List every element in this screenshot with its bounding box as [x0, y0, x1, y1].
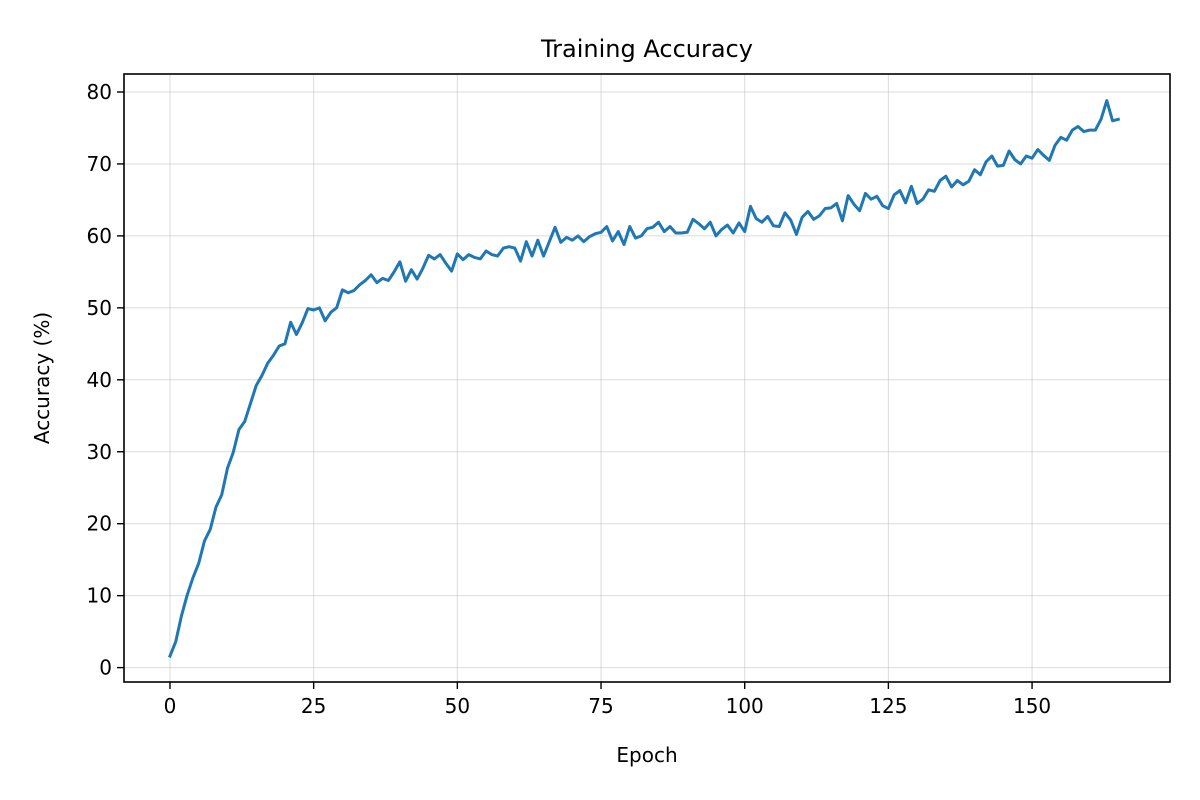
x-tick-label: 75 — [588, 694, 613, 718]
y-tick-label: 50 — [87, 296, 112, 320]
x-tick-label: 150 — [1013, 694, 1051, 718]
x-tick-label: 25 — [301, 694, 326, 718]
x-tick-label: 100 — [726, 694, 764, 718]
y-axis-title: Accuracy (%) — [30, 312, 54, 444]
x-tick-label: 0 — [164, 694, 177, 718]
x-axis: 0 25 50 75 100 125 150 — [164, 682, 1051, 718]
y-tick-label: 80 — [87, 80, 112, 104]
y-tick-label: 40 — [87, 368, 112, 392]
chart-title: Training Accuracy — [540, 35, 753, 63]
grid — [124, 74, 1170, 682]
plot-frame — [123, 73, 1171, 683]
series-layer — [168, 99, 1121, 659]
y-tick-label: 0 — [99, 656, 112, 680]
x-tick-label: 125 — [869, 694, 907, 718]
y-tick-label: 60 — [87, 224, 112, 248]
y-tick-label: 30 — [87, 440, 112, 464]
y-tick-label: 10 — [87, 584, 112, 608]
y-axis: 0 10 20 30 40 50 60 70 80 — [87, 80, 124, 680]
y-tick-label: 70 — [87, 152, 112, 176]
x-tick-label: 50 — [445, 694, 470, 718]
x-axis-title: Epoch — [616, 743, 677, 767]
series-line — [168, 99, 1121, 659]
y-tick-label: 20 — [87, 512, 112, 536]
